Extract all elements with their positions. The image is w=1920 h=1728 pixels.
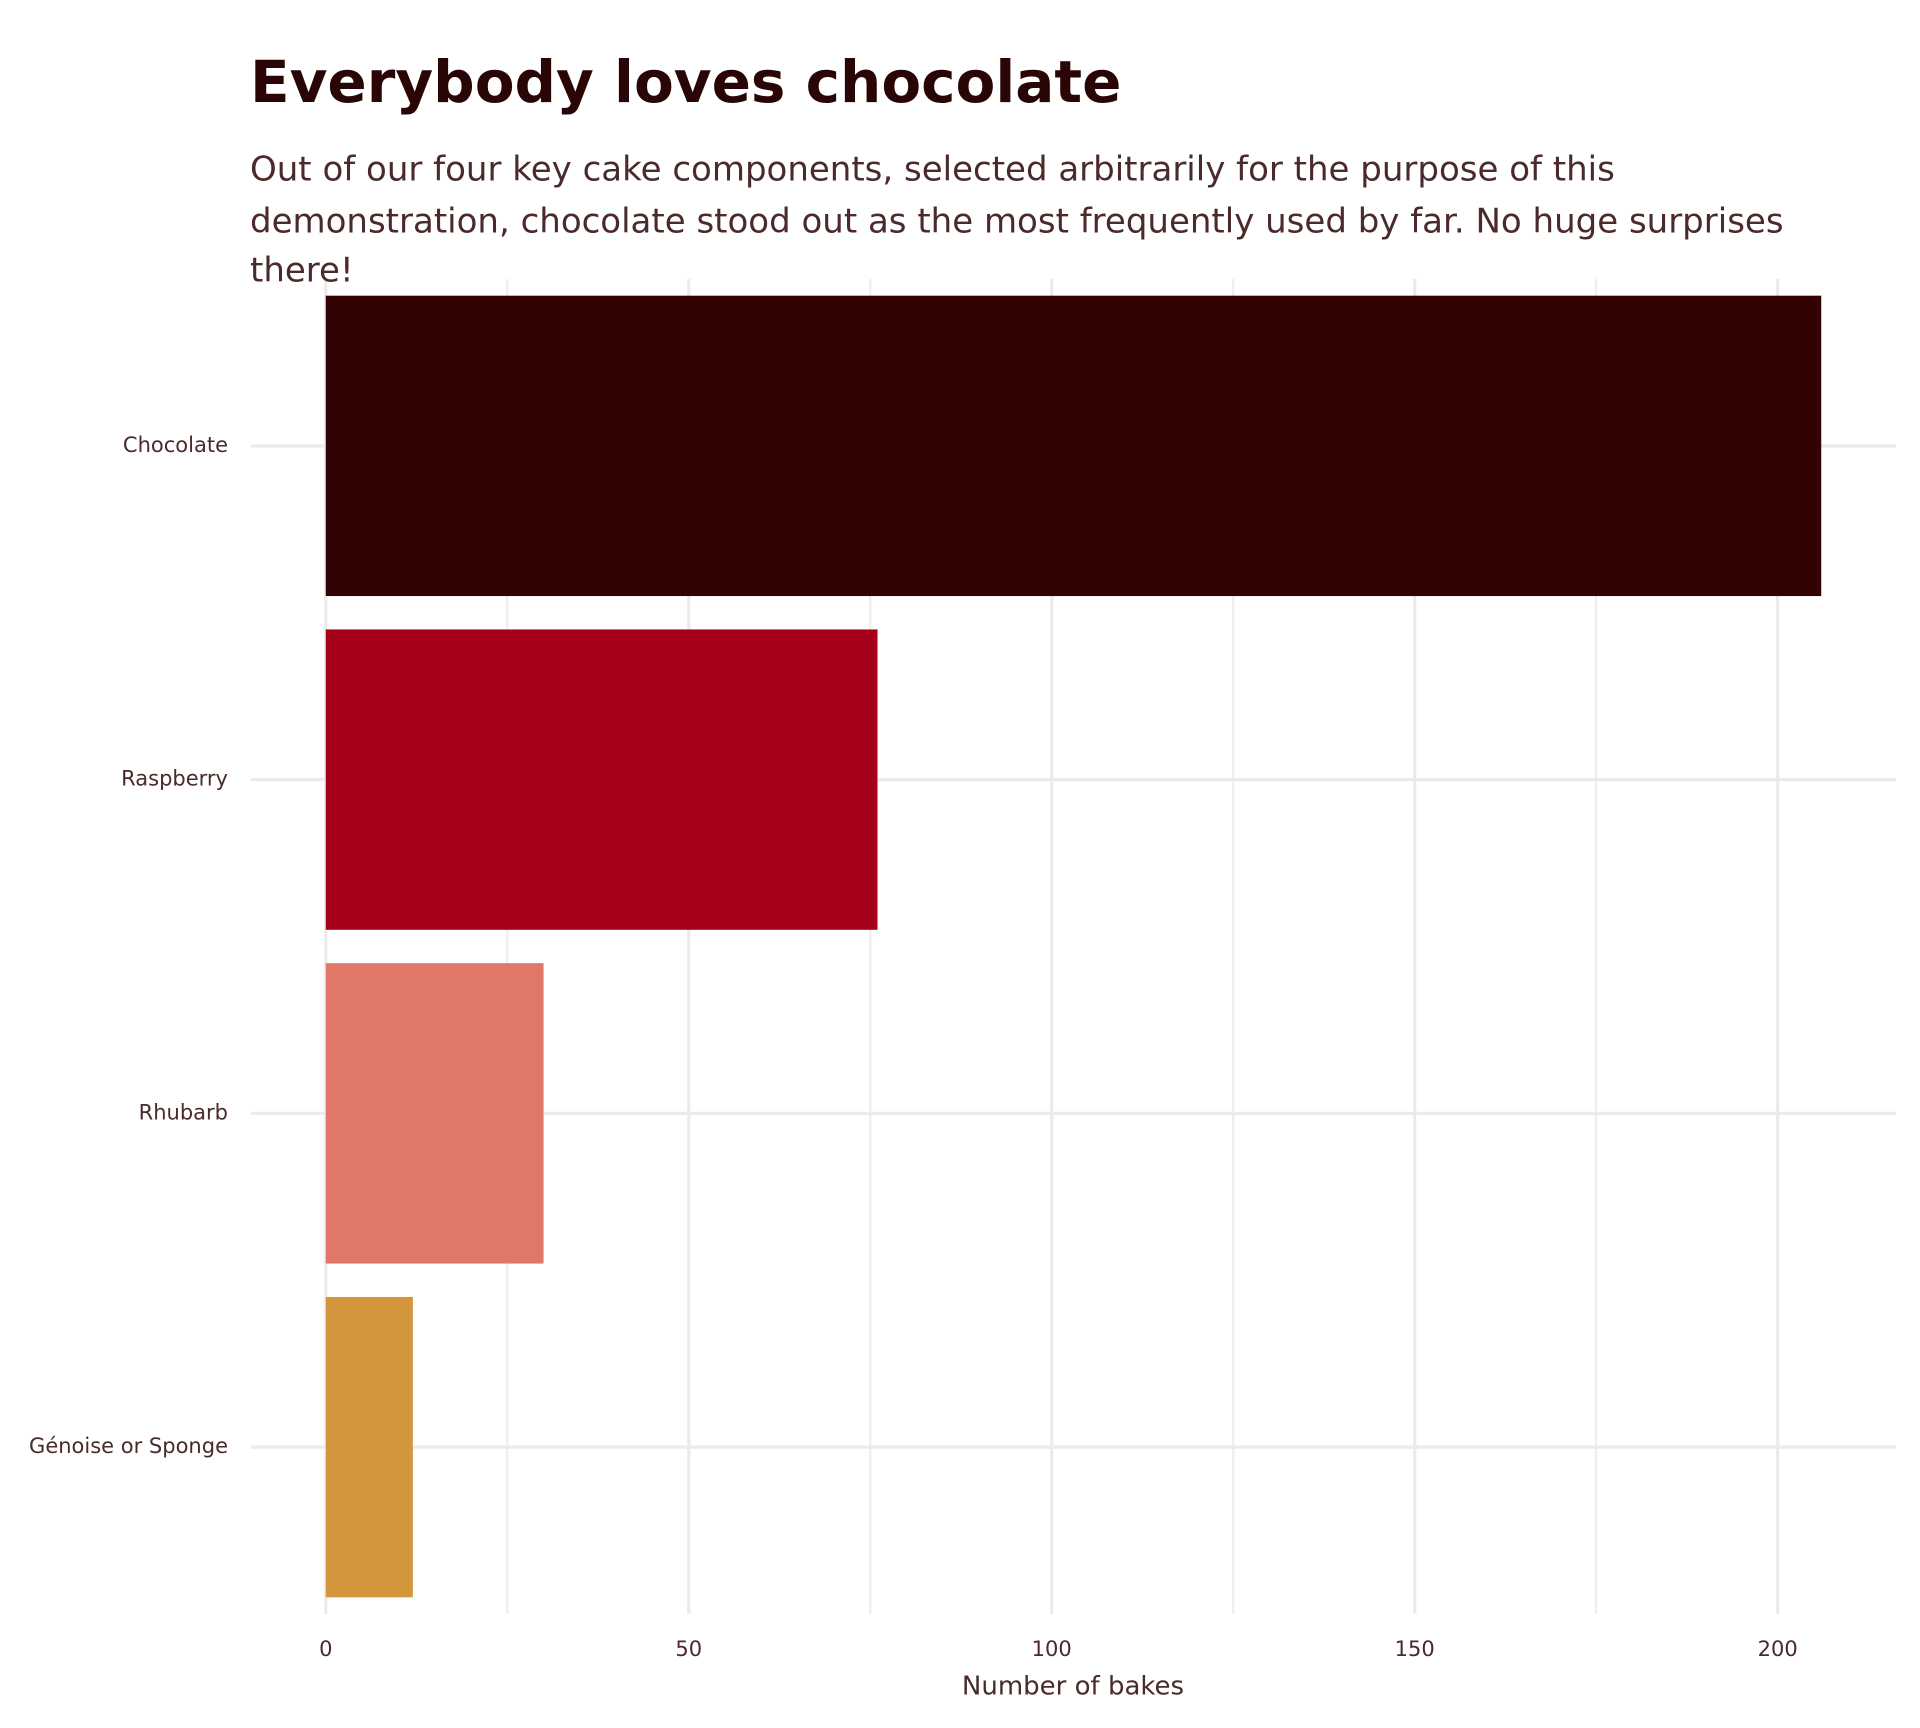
subtitle-line: demonstration, chocolate stood out as th… (250, 202, 1784, 242)
bar (325, 295, 1822, 597)
y-tick-label: Génoise or Sponge (29, 1434, 228, 1458)
x-tick-label: 100 (1032, 1637, 1072, 1661)
chart-title: Everybody loves chocolate (250, 48, 1121, 116)
x-tick-label: 0 (319, 1637, 332, 1661)
x-tick-label: 150 (1395, 1637, 1435, 1661)
bar (325, 963, 544, 1264)
bar (325, 1296, 413, 1598)
y-tick-label: Rhubarb (139, 1100, 228, 1124)
y-tick-label: Chocolate (123, 433, 228, 457)
y-tick-label: Raspberry (121, 767, 228, 791)
x-tick-label: 50 (675, 1637, 702, 1661)
subtitle-line: Out of our four key cake components, sel… (250, 150, 1615, 190)
x-axis-title: Number of bakes (962, 1672, 1184, 1702)
x-tick-label: 200 (1758, 1637, 1798, 1661)
subtitle-line: there! (250, 251, 354, 291)
bar (325, 629, 878, 930)
